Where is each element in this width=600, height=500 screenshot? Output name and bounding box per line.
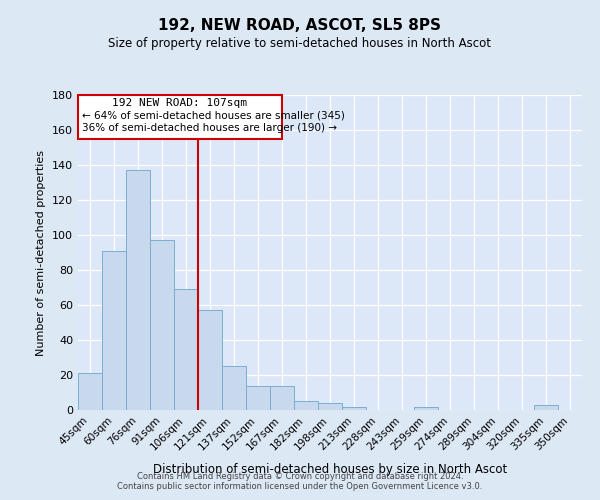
Bar: [318, 403, 342, 410]
Bar: [78, 373, 102, 410]
Bar: [102, 251, 126, 410]
Bar: [294, 401, 318, 410]
Text: Contains HM Land Registry data © Crown copyright and database right 2024.: Contains HM Land Registry data © Crown c…: [137, 472, 463, 481]
Bar: [342, 406, 366, 410]
Text: 36% of semi-detached houses are larger (190) →: 36% of semi-detached houses are larger (…: [82, 123, 337, 133]
Y-axis label: Number of semi-detached properties: Number of semi-detached properties: [37, 150, 46, 356]
Bar: [126, 170, 150, 410]
Text: Contains public sector information licensed under the Open Government Licence v3: Contains public sector information licen…: [118, 482, 482, 491]
Bar: [174, 289, 198, 410]
Text: 192 NEW ROAD: 107sqm: 192 NEW ROAD: 107sqm: [113, 98, 248, 108]
Bar: [414, 406, 438, 410]
FancyBboxPatch shape: [78, 95, 282, 138]
Bar: [222, 366, 246, 410]
Bar: [270, 386, 294, 410]
Text: ← 64% of semi-detached houses are smaller (345): ← 64% of semi-detached houses are smalle…: [82, 110, 344, 120]
Text: 192, NEW ROAD, ASCOT, SL5 8PS: 192, NEW ROAD, ASCOT, SL5 8PS: [158, 18, 442, 32]
Text: Size of property relative to semi-detached houses in North Ascot: Size of property relative to semi-detach…: [109, 38, 491, 51]
Bar: [534, 405, 558, 410]
Bar: [198, 310, 222, 410]
X-axis label: Distribution of semi-detached houses by size in North Ascot: Distribution of semi-detached houses by …: [153, 463, 507, 476]
Bar: [150, 240, 174, 410]
Bar: [246, 386, 270, 410]
